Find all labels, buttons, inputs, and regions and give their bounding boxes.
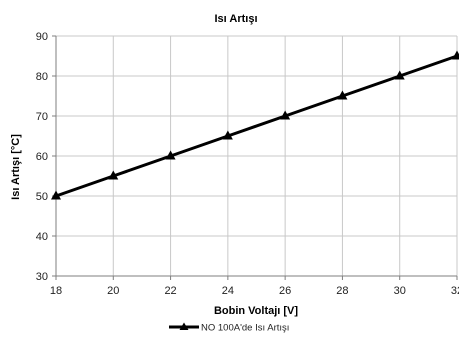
x-tick-label: 18 [50, 285, 62, 297]
x-axis-label: Bobin Voltajı [V] [214, 305, 298, 317]
y-tick-label: 40 [36, 231, 48, 243]
data-point-marker [108, 170, 119, 180]
series-group [51, 50, 459, 200]
x-tick-label: 32 [451, 285, 459, 297]
series-line [55, 54, 458, 198]
y-tick-label: 90 [36, 31, 48, 43]
data-point-marker [452, 50, 459, 60]
axes [52, 35, 458, 280]
x-tick-label: 20 [107, 285, 119, 297]
data-point-marker [165, 150, 176, 160]
legend: NO 100A'de Isı Artışı [169, 322, 289, 334]
grid [55, 35, 458, 277]
y-tick-label: 30 [36, 271, 48, 283]
y-tick-label: 80 [36, 71, 48, 83]
y-tick-label: 70 [36, 111, 48, 123]
x-tick-label: 22 [164, 285, 176, 297]
y-tick-label: 50 [36, 191, 48, 203]
tick-labels: 30 40 50 60 70 80 90 18 20 22 24 26 28 30 32 [36, 31, 459, 297]
legend-label: NO 100A'de Isı Artışı [201, 323, 289, 334]
data-point-marker [337, 90, 348, 100]
y-axis-label: Isı Artışı [°C] [10, 134, 22, 200]
data-point-marker [51, 190, 61, 200]
data-point-marker [222, 130, 233, 140]
chart-title: Isı Artışı [215, 13, 258, 25]
x-tick-label: 30 [394, 285, 406, 297]
y-tick-label: 60 [36, 151, 48, 163]
legend-marker [179, 322, 189, 330]
data-point-marker [280, 110, 291, 120]
x-tick-label: 24 [222, 285, 234, 297]
x-tick-label: 28 [336, 285, 348, 297]
data-point-marker [394, 70, 405, 80]
x-tick-label: 26 [279, 285, 291, 297]
